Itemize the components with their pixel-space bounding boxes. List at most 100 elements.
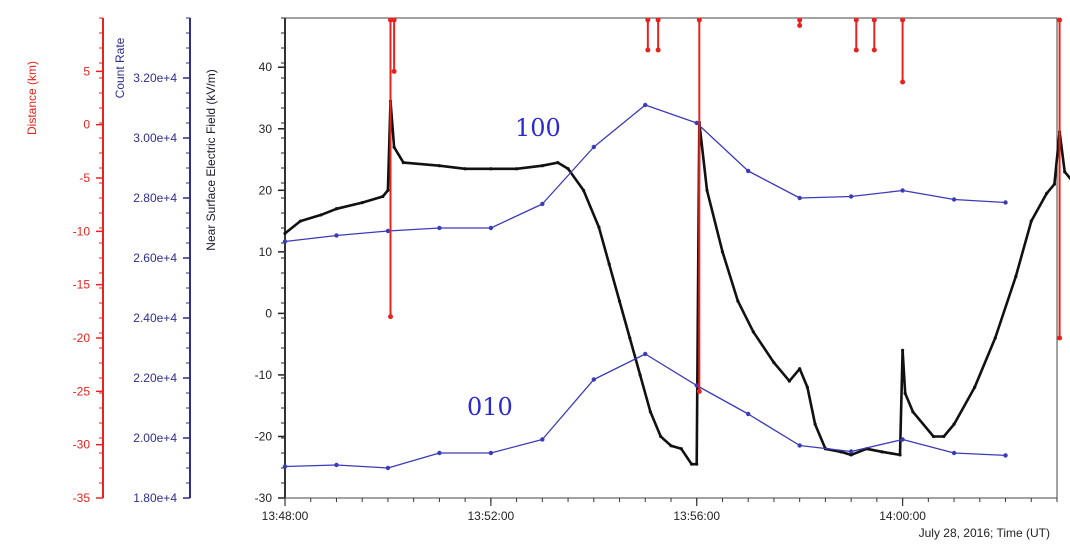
electric-field-point [772, 361, 776, 365]
distance-marker-point [696, 388, 702, 394]
electric-field-point [386, 188, 390, 192]
field-tick-label: -30 [255, 491, 273, 505]
distance-tick-label: -25 [73, 384, 91, 398]
count-tick-label: 3.00e+4 [133, 131, 177, 145]
distance-tick-label: 5 [83, 64, 90, 78]
electric-field-point [515, 167, 519, 171]
count-rate-point [540, 201, 545, 207]
electric-field-point [849, 453, 853, 457]
distance-marker-point [871, 47, 877, 53]
electric-field-point [880, 450, 884, 454]
count-rate-point [488, 450, 494, 456]
count-rate-point [385, 465, 391, 471]
time-axis-title: July 28, 2016; Time (UT) [919, 526, 1050, 540]
electric-field-point [489, 167, 493, 171]
electric-field-point [911, 410, 915, 414]
electric-field-point [360, 201, 364, 205]
distance-marker-point [645, 17, 651, 23]
electric-field-point [669, 444, 673, 448]
electric-field-point [705, 188, 709, 192]
annotation-100: 100 [515, 114, 561, 142]
field-tick-label: 0 [265, 306, 272, 320]
count-rate-point [643, 102, 648, 108]
distance-marker-point [645, 47, 651, 53]
distance-marker-point [391, 68, 397, 74]
electric-field-point [607, 262, 611, 266]
electric-field-point [931, 434, 936, 439]
electric-field-line [284, 99, 1070, 466]
electric-field-point [798, 367, 802, 371]
electric-field-point [298, 219, 303, 223]
electric-field-point [401, 161, 405, 165]
distance-marker-point [655, 47, 661, 53]
electric-field-point [1014, 274, 1018, 279]
distance-marker-point [1057, 17, 1063, 23]
count-rate-point [694, 120, 699, 126]
distance-marker-point [1057, 335, 1063, 341]
distance-marker-point [696, 17, 702, 23]
electric-field-point [736, 299, 740, 303]
electric-field-point [679, 447, 683, 451]
count-rate-point [900, 188, 905, 193]
count-tick-label: 2.60e+4 [133, 251, 177, 265]
count-rate-point [694, 383, 699, 388]
count-tick-label: 2.20e+4 [133, 371, 177, 385]
electric-field-point [659, 434, 663, 439]
time-tick-label: 13:52:00 [468, 509, 515, 523]
field-tick-label: -20 [255, 429, 273, 443]
field-tick-label: 30 [259, 122, 273, 136]
count-axis-title: Count Rate [113, 37, 127, 98]
electric-field-point [437, 164, 441, 168]
electric-field-point [1063, 170, 1067, 174]
series-layer [282, 17, 1070, 471]
count-tick-label: 3.20e+4 [133, 71, 177, 85]
electric-field-point [787, 379, 791, 383]
count-rate-point [334, 462, 339, 468]
count-rate-point [746, 168, 751, 174]
count-tick-label: 2.80e+4 [133, 191, 177, 205]
count-rate-point [282, 464, 288, 469]
distance-axis-title: Distance (km) [25, 61, 39, 135]
count-rate-point [437, 450, 442, 456]
electric-field-point [556, 161, 560, 165]
count-rate-point [797, 195, 802, 201]
distance-marker-point [797, 17, 803, 23]
count-rate-point [900, 437, 905, 442]
distance-marker-point [853, 17, 859, 23]
distance-marker-point [900, 17, 906, 23]
electric-field-point [973, 385, 977, 389]
count-rate-point [797, 443, 802, 448]
distance-marker-point [388, 17, 394, 23]
distance-marker-point [871, 17, 877, 23]
count-rate-point [1003, 453, 1008, 458]
count-rate-point [951, 450, 957, 456]
electric-field-point [1045, 191, 1049, 195]
count-rate-point [746, 411, 751, 417]
electric-field-point [901, 348, 905, 352]
count-rate-point [334, 233, 339, 238]
electric-field-point [1052, 182, 1057, 186]
count-rate-point [951, 197, 957, 202]
count-axis: 3.20e+4 3.00e+4 2.80e+4 2.60e+4 2.40e+4 2.20e… [133, 17, 191, 505]
electric-field-point [695, 462, 699, 466]
count-rate-point [643, 351, 648, 357]
count-rate-point [437, 225, 442, 231]
distance-marker-point [391, 17, 397, 23]
electric-field-point [648, 410, 653, 414]
electric-field-point [597, 225, 601, 229]
electric-field-point [581, 188, 586, 192]
distance-tick-label: -20 [73, 331, 91, 345]
distance-tick-label: 0 [83, 118, 90, 132]
field-axis-title: Near Surface Electric Field (kV/m) [204, 69, 218, 250]
distance-tick-label: -35 [73, 491, 91, 505]
electric-field-point [751, 330, 755, 334]
electric-field-point [628, 336, 632, 340]
distance-marker-point [797, 22, 803, 28]
distance-marker-point [900, 79, 906, 85]
electric-field-point [942, 434, 946, 439]
time-axis: 13:48:00 13:52:00 13:56:00 14:00:00 [262, 498, 1058, 523]
field-tick-label: 20 [259, 183, 273, 197]
electric-field-point [805, 385, 809, 389]
count-rate-point [385, 228, 391, 234]
distance-marker-point [655, 17, 661, 23]
